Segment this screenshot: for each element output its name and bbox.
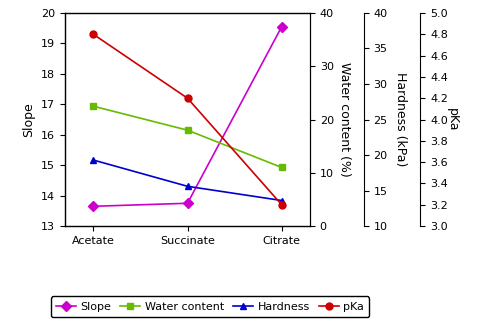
- Y-axis label: pKa: pKa: [446, 108, 459, 131]
- Legend: Slope, Water content, Hardness, pKa: Slope, Water content, Hardness, pKa: [50, 296, 370, 318]
- Y-axis label: Slope: Slope: [22, 102, 36, 137]
- Y-axis label: Water content (%): Water content (%): [338, 62, 350, 177]
- Y-axis label: Hardness (kPa): Hardness (kPa): [394, 72, 407, 167]
